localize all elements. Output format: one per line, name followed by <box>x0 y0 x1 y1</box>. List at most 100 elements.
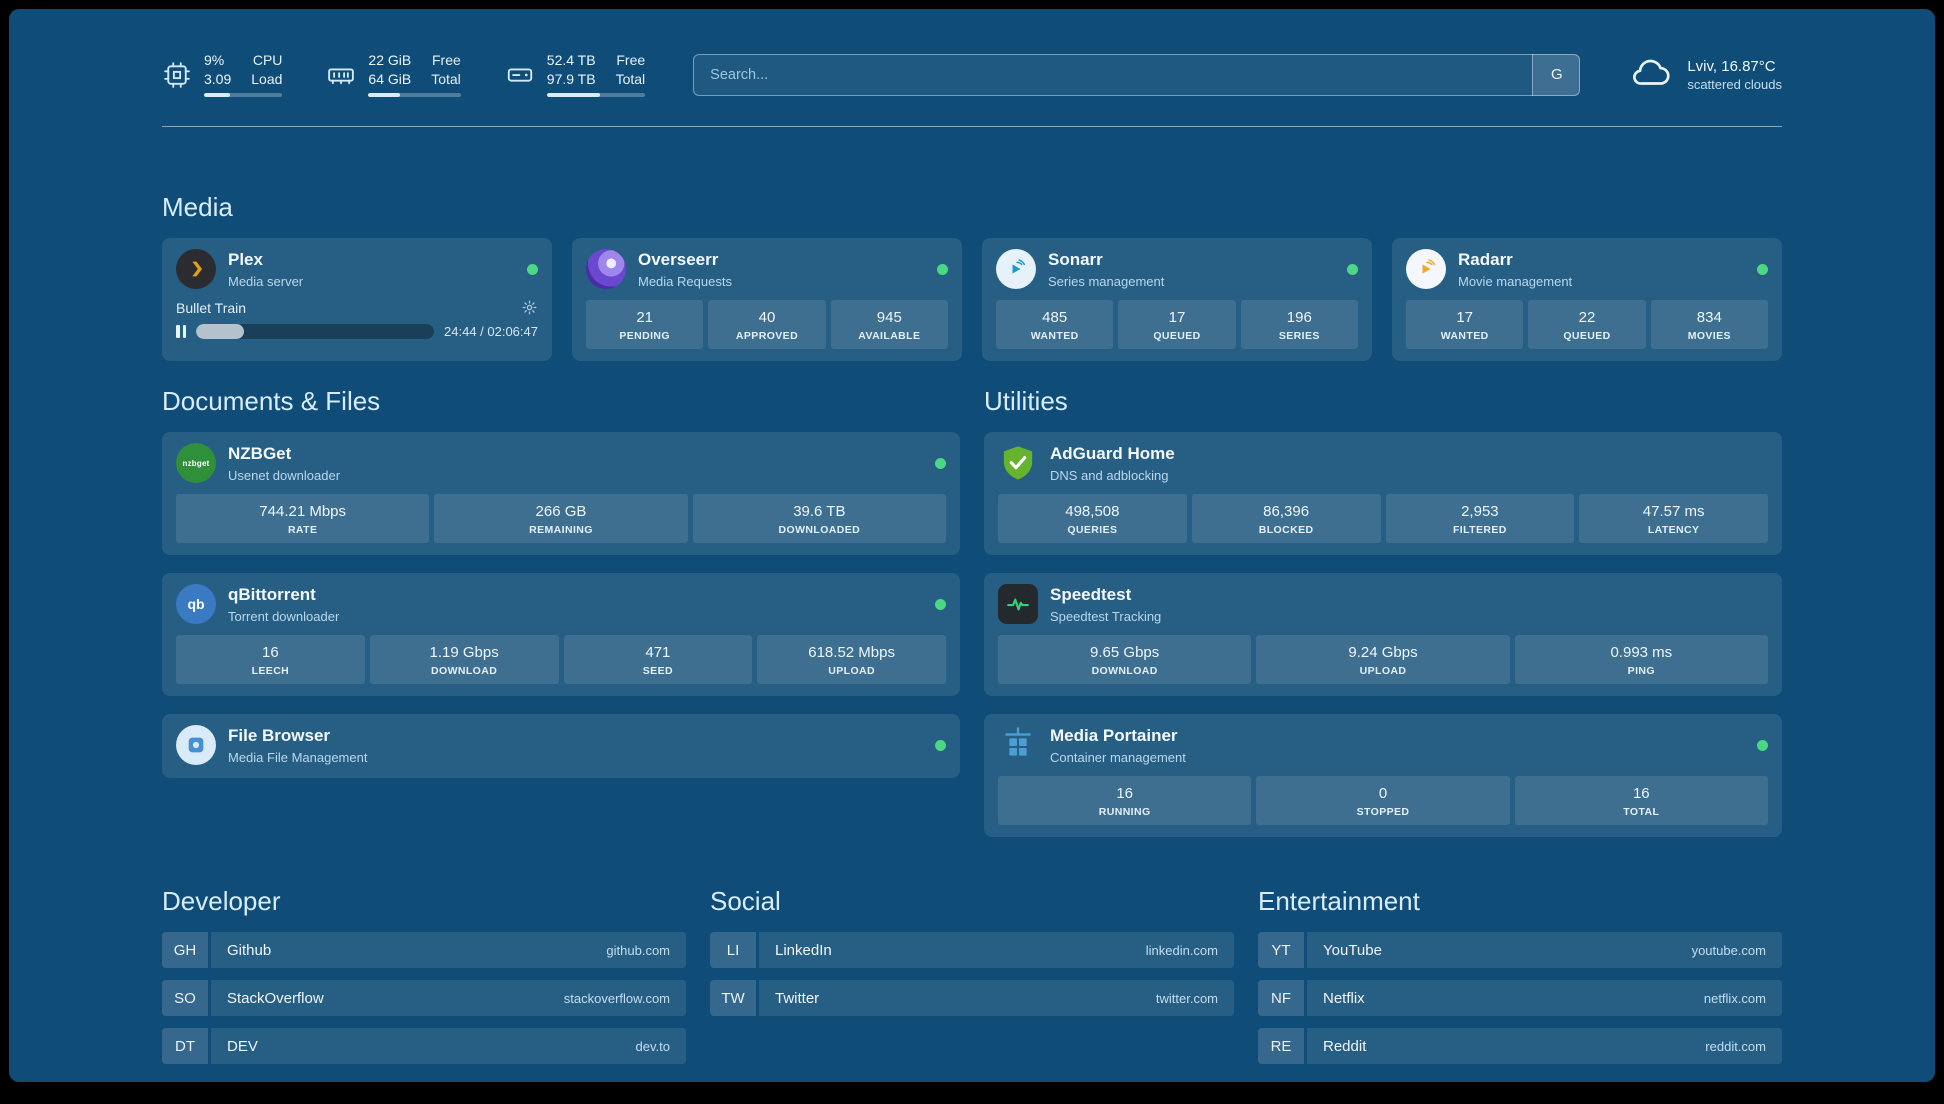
cpu-widget: 9% CPU 3.09 Load <box>162 52 283 97</box>
memory-readout: 22 GiB Free 64 GiB Total <box>368 52 461 97</box>
service-card-filebrowser[interactable]: File Browser Media File Management <box>162 714 960 778</box>
stat-label: SERIES <box>1278 330 1320 342</box>
service-desc: Media Requests <box>638 274 732 289</box>
bookmark-name: Twitter <box>775 989 820 1007</box>
stat-label: PING <box>1627 665 1655 677</box>
bookmark-twitter[interactable]: TW Twitter twitter.com <box>710 980 1234 1016</box>
resource-widgets: 9% CPU 3.09 Load <box>162 52 646 97</box>
utilities-column: Utilities AdGuard Home <box>984 385 1782 837</box>
search-provider-button[interactable]: G <box>1532 53 1581 96</box>
plex-icon <box>176 249 216 289</box>
bookmark-url: github.com <box>606 942 670 958</box>
speedtest-icon <box>998 584 1038 624</box>
stat-label: SEED <box>642 665 673 677</box>
stat-tile: 47.57 ms LATENCY <box>1579 494 1768 543</box>
bookmark-linkedin[interactable]: LI LinkedIn linkedin.com <box>710 932 1234 968</box>
memory-progress-bar <box>368 93 461 97</box>
status-dot <box>1347 264 1358 275</box>
service-stats: 16 RUNNING 0 STOPPED 16 TOTAL <box>998 776 1768 825</box>
stat-tile: 17 WANTED <box>1406 300 1524 349</box>
stat-label: REMAINING <box>529 524 593 536</box>
service-text: NZBGet Usenet downloader <box>228 443 340 484</box>
service-name: AdGuard Home <box>1050 444 1175 463</box>
service-card-adguard[interactable]: AdGuard Home DNS and adblocking 498,508 … <box>984 432 1782 555</box>
stat-label: QUERIES <box>1067 524 1118 536</box>
bookmark-name: Netflix <box>1323 989 1365 1007</box>
stat-label: WANTED <box>1030 330 1079 342</box>
memory-total-value: 64 GiB <box>368 71 412 87</box>
service-card-radarr[interactable]: Radarr Movie management 17 WANTED 22 QUE… <box>1392 238 1782 361</box>
service-stats: 485 WANTED 17 QUEUED 196 SERIES <box>996 300 1358 349</box>
stat-label: RATE <box>287 524 318 536</box>
playback-progress-bar[interactable] <box>196 324 435 339</box>
stat-value: 39.6 TB <box>793 503 846 520</box>
stat-value: 40 <box>758 309 776 326</box>
media-section-title: Media <box>162 192 233 222</box>
service-name: Radarr <box>1458 250 1513 269</box>
service-card-overseerr[interactable]: Overseerr Media Requests 21 PENDING 40 A… <box>572 238 962 361</box>
stat-value: 0 <box>1378 785 1388 802</box>
bookmark-url: reddit.com <box>1705 1038 1766 1054</box>
portainer-icon <box>998 725 1038 765</box>
overseerr-icon <box>586 249 626 289</box>
search-input[interactable] <box>693 53 1581 96</box>
now-playing-title: Bullet Train <box>176 299 247 316</box>
stat-value: 16 <box>1116 785 1133 802</box>
stat-label: QUEUED <box>1563 330 1611 342</box>
bookmark-abbr: SO <box>162 980 208 1016</box>
nzbget-icon: nzbget <box>176 443 216 483</box>
status-dot <box>1757 740 1768 751</box>
service-card-nzbget[interactable]: nzbget NZBGet Usenet downloader 744.21 M… <box>162 432 960 555</box>
gear-icon[interactable] <box>521 299 538 316</box>
memory-icon <box>326 60 356 90</box>
dashboard-page: 9% CPU 3.09 Load <box>9 9 1935 1082</box>
stat-value: 744.21 Mbps <box>259 503 347 520</box>
stat-tile: 16 TOTAL <box>1514 776 1768 825</box>
playback-time: 24:44 / 02:06:47 <box>444 324 538 339</box>
stat-label: STOPPED <box>1356 806 1410 818</box>
bookmark-abbr: LI <box>710 932 756 968</box>
bookmark-list: GH Github github.com SO StackOverflow st… <box>162 932 686 1064</box>
service-name: Overseerr <box>638 250 719 269</box>
status-dot <box>937 264 948 275</box>
bookmark-dev[interactable]: DT DEV dev.to <box>162 1028 686 1064</box>
bookmark-url: dev.to <box>635 1038 670 1054</box>
stat-tile: 9.24 Gbps UPLOAD <box>1256 635 1510 684</box>
bookmark-abbr: NF <box>1258 980 1304 1016</box>
stat-value: 2,953 <box>1461 503 1499 520</box>
service-text: Sonarr Series management <box>1048 249 1164 290</box>
bookmark-stackoverflow[interactable]: SO StackOverflow stackoverflow.com <box>162 980 686 1016</box>
bookmark-netflix[interactable]: NF Netflix netflix.com <box>1258 980 1782 1016</box>
stat-value: 1.19 Gbps <box>429 644 499 661</box>
bookmark-github[interactable]: GH Github github.com <box>162 932 686 968</box>
service-name: File Browser <box>228 726 331 745</box>
service-stats: 21 PENDING 40 APPROVED 945 AVAILABLE <box>586 300 948 349</box>
service-desc: Torrent downloader <box>228 609 340 624</box>
stat-tile: 40 APPROVED <box>708 300 826 349</box>
bookmark-abbr: DT <box>162 1028 208 1064</box>
pause-icon[interactable] <box>176 325 186 338</box>
stat-value: 485 <box>1042 309 1068 326</box>
service-card-portainer[interactable]: Media Portainer Container management 16 … <box>984 714 1782 837</box>
memory-widget: 22 GiB Free 64 GiB Total <box>326 52 461 97</box>
service-card-speedtest[interactable]: Speedtest Speedtest Tracking 9.65 Gbps D… <box>984 573 1782 696</box>
bookmark-reddit[interactable]: RE Reddit reddit.com <box>1258 1028 1782 1064</box>
bookmark-youtube[interactable]: YT YouTube youtube.com <box>1258 932 1782 968</box>
service-stats: 9.65 Gbps DOWNLOAD 9.24 Gbps UPLOAD 0.99… <box>998 635 1768 684</box>
qbittorrent-icon: qb <box>176 584 216 624</box>
service-card-plex[interactable]: Plex Media server Bullet Train <box>162 238 552 361</box>
disk-free-value: 52.4 TB <box>546 52 596 68</box>
service-desc: Series management <box>1048 274 1165 289</box>
bookmark-abbr: YT <box>1258 932 1304 968</box>
service-desc: Media File Management <box>228 750 368 765</box>
documents-section-title: Documents & Files <box>162 386 381 416</box>
bookmark-name: Github <box>227 941 272 959</box>
service-name: NZBGet <box>228 444 292 463</box>
media-section: Media Plex Media server <box>162 191 1782 361</box>
stat-label: LATENCY <box>1647 524 1700 536</box>
service-card-qbittorrent[interactable]: qb qBittorrent Torrent downloader 16 LEE… <box>162 573 960 696</box>
bookmark-abbr: TW <box>710 980 756 1016</box>
stat-label: BLOCKED <box>1258 524 1314 536</box>
service-card-sonarr[interactable]: Sonarr Series management 485 WANTED 17 Q… <box>982 238 1372 361</box>
stat-value: 47.57 ms <box>1642 503 1705 520</box>
